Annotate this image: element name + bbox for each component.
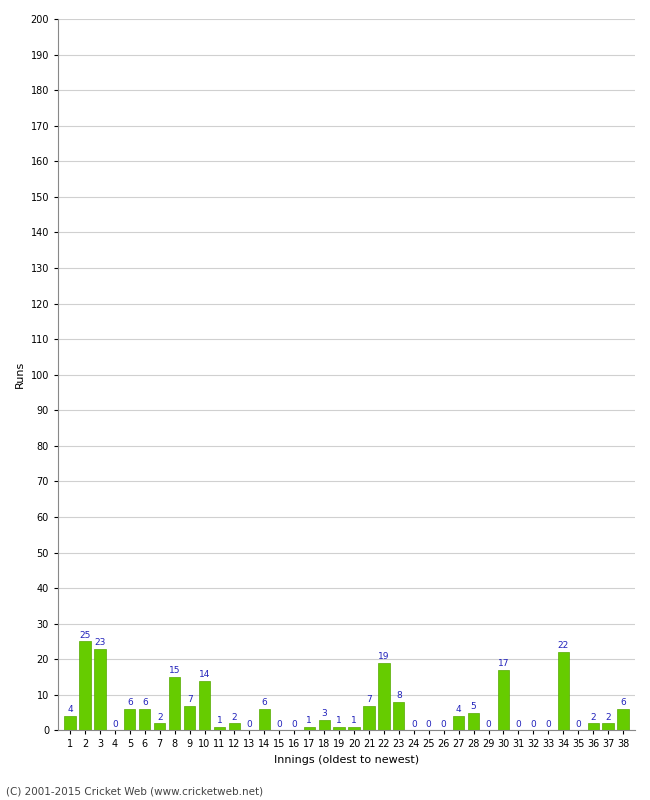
Bar (139, 709, 150, 730)
Bar (453, 716, 464, 730)
Bar (603, 723, 614, 730)
Text: 15: 15 (169, 666, 181, 675)
Bar (64, 716, 75, 730)
Bar (318, 720, 330, 730)
Bar (124, 709, 135, 730)
Bar (363, 706, 374, 730)
Text: 0: 0 (575, 720, 581, 729)
Bar (184, 706, 195, 730)
Text: 0: 0 (486, 720, 491, 729)
Text: 4: 4 (456, 706, 462, 714)
Y-axis label: Runs: Runs (15, 361, 25, 388)
Text: 6: 6 (127, 698, 133, 707)
Bar (199, 681, 210, 730)
Bar (79, 642, 90, 730)
Bar (333, 727, 344, 730)
Text: 14: 14 (199, 670, 210, 679)
Text: 1: 1 (336, 716, 342, 725)
Text: 23: 23 (94, 638, 105, 647)
Bar (214, 727, 225, 730)
Bar (259, 709, 270, 730)
Text: 6: 6 (261, 698, 267, 707)
Bar (378, 663, 389, 730)
Text: 1: 1 (306, 716, 312, 725)
Text: 22: 22 (558, 642, 569, 650)
Text: 2: 2 (231, 713, 237, 722)
Text: 2: 2 (157, 713, 162, 722)
Text: 1: 1 (216, 716, 222, 725)
Text: 0: 0 (411, 720, 417, 729)
Text: 8: 8 (396, 691, 402, 700)
Text: 19: 19 (378, 652, 389, 661)
Text: 7: 7 (187, 694, 192, 704)
Text: 1: 1 (351, 716, 357, 725)
Text: 0: 0 (545, 720, 551, 729)
Text: 7: 7 (366, 694, 372, 704)
X-axis label: Innings (oldest to newest): Innings (oldest to newest) (274, 755, 419, 765)
Text: 2: 2 (605, 713, 611, 722)
Text: 0: 0 (441, 720, 447, 729)
Bar (498, 670, 509, 730)
Text: 25: 25 (79, 630, 90, 640)
Text: 0: 0 (112, 720, 118, 729)
Text: 17: 17 (498, 659, 509, 668)
Text: 3: 3 (321, 709, 327, 718)
Bar (229, 723, 240, 730)
Text: 5: 5 (471, 702, 476, 711)
Text: 0: 0 (515, 720, 521, 729)
Text: 0: 0 (246, 720, 252, 729)
Bar (169, 677, 180, 730)
Bar (348, 727, 359, 730)
Text: 0: 0 (426, 720, 432, 729)
Text: 6: 6 (620, 698, 626, 707)
Text: 4: 4 (67, 706, 73, 714)
Bar (304, 727, 315, 730)
Bar (558, 652, 569, 730)
Bar (588, 723, 599, 730)
Text: 0: 0 (276, 720, 282, 729)
Text: 2: 2 (590, 713, 596, 722)
Bar (468, 713, 479, 730)
Text: 0: 0 (530, 720, 536, 729)
Bar (393, 702, 404, 730)
Text: (C) 2001-2015 Cricket Web (www.cricketweb.net): (C) 2001-2015 Cricket Web (www.cricketwe… (6, 786, 264, 796)
Bar (94, 649, 105, 730)
Bar (618, 709, 629, 730)
Text: 0: 0 (291, 720, 297, 729)
Bar (154, 723, 165, 730)
Text: 6: 6 (142, 698, 148, 707)
